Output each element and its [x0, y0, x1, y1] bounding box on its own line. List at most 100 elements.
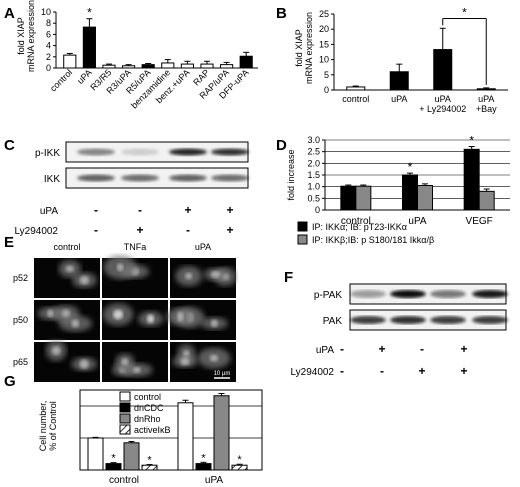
e-nucleus — [47, 309, 54, 318]
c-band — [77, 174, 115, 182]
e-scalebar-label: 10 μm — [214, 371, 231, 377]
c-sign: - — [138, 203, 142, 217]
f-band — [350, 316, 386, 324]
f-sign: + — [418, 364, 425, 378]
f-band — [390, 290, 426, 298]
f-sign: + — [378, 342, 385, 356]
a-ytick-label: 10 — [41, 7, 51, 17]
a-ytick-label: 8 — [46, 18, 51, 28]
e-nucleus — [209, 354, 219, 362]
panel-letter-d: D — [276, 137, 287, 154]
b-ytick-label: 0 — [324, 85, 329, 95]
a-ytick-label: 2 — [46, 52, 51, 62]
d-ytick-label: 2.0 — [307, 158, 320, 168]
c-sign: - — [94, 223, 98, 237]
c-sign: + — [226, 203, 233, 217]
e-column-label: control — [53, 242, 80, 252]
e-nucleus — [65, 265, 74, 272]
d-legend-swatch — [297, 221, 308, 232]
d-legend-label: IP: IKKα; IB: pT23-IKKα — [312, 222, 407, 232]
g-significance-star: * — [237, 454, 242, 466]
e-column-label: TNFa — [124, 242, 147, 252]
d-xtick-label: VEGF — [466, 216, 493, 227]
d-ytick-label: 1.0 — [307, 182, 320, 192]
f-treatment-label: uPA — [316, 345, 334, 356]
g-legend-swatch — [119, 391, 131, 402]
f-sign: - — [380, 364, 384, 378]
b-ytick-label: 20 — [319, 24, 329, 34]
g-legend-swatch — [119, 402, 131, 413]
c-sign: - — [186, 223, 190, 237]
d-legend-label: IP: IKKβ;IB: p S180/181 Ikkα/β — [312, 235, 434, 245]
b-ylabel: fold XIAPmRNA expression — [294, 12, 314, 84]
d-bar-1-0 — [402, 174, 418, 211]
e-nucleus — [116, 263, 124, 272]
g-significance-star: * — [111, 453, 116, 465]
b-bar-2 — [433, 49, 453, 91]
e-nucleus — [185, 272, 193, 280]
panel-g-chart: Cell number,% of Control * * control * * uPA co… — [38, 389, 263, 486]
d-bar-1-1 — [417, 185, 433, 211]
c-sign: - — [94, 203, 98, 217]
a-bar-0 — [63, 54, 77, 69]
a-ylabel: fold XIAPmRNA expression — [16, 0, 36, 72]
a-bar-1 — [82, 26, 96, 69]
c-sign: + — [226, 223, 233, 237]
a-ytick-label: 6 — [46, 29, 51, 39]
d-ytick-label: 1.5 — [307, 170, 320, 180]
b-xtick-label: uPA + Ly294002 — [419, 94, 466, 114]
b-significance-star: * — [462, 6, 467, 20]
b-bar-3 — [476, 88, 496, 91]
d-significance-star: * — [408, 160, 413, 174]
g-legend-label: dnCDC — [134, 403, 164, 413]
c-treatment-label: Ly294002 — [14, 226, 58, 237]
panel-b-chart: 0 5 10 15 20 25 fold XIAPmRNA expression contro… — [294, 6, 508, 114]
e-row-label: p65 — [13, 357, 28, 367]
c-sign: + — [184, 203, 191, 217]
panel-c-blot: p-IKK IKK uPA - - + + Ly294002 - + - + — [14, 141, 249, 237]
d-ytick-label: 0.5 — [307, 193, 320, 203]
e-row-label: p52 — [13, 273, 28, 283]
f-band — [472, 316, 508, 324]
panel-letter-g: G — [4, 373, 16, 390]
b-xtick-label: uPA +Bay — [476, 94, 497, 114]
b-xtick-label: uPA — [391, 94, 407, 104]
f-band — [350, 290, 386, 298]
a-ytick-label: 4 — [46, 41, 51, 51]
a-bar-6 — [180, 63, 194, 69]
a-xtick-label: control — [48, 67, 74, 93]
panel-letter-f: F — [284, 269, 293, 286]
g-legend-label: dnRho — [134, 414, 161, 424]
e-nucleus — [79, 359, 89, 369]
c-row-label: IKK — [44, 174, 60, 185]
f-band — [390, 316, 426, 324]
e-nucleus — [61, 309, 71, 318]
e-nucleus — [121, 358, 129, 366]
d-ylabel: fold increase — [286, 149, 296, 200]
c-band — [77, 148, 115, 156]
a-bar-7 — [200, 63, 214, 69]
c-band — [121, 148, 159, 156]
e-nucleus — [177, 311, 184, 322]
f-sign: - — [340, 364, 344, 378]
g-significance-star: * — [147, 455, 152, 467]
c-sign: + — [136, 223, 143, 237]
c-band — [169, 148, 207, 156]
panel-e-micrographs: control TNFa uPA p52 p50 p65 10 μm — [13, 242, 237, 382]
e-nucleus — [71, 319, 80, 328]
c-row-label: p-IKK — [35, 148, 60, 159]
e-row-label: p50 — [13, 315, 28, 325]
e-nucleus — [79, 275, 89, 285]
g-bar-0-2 — [123, 442, 140, 471]
f-treatment-label: Ly294002 — [290, 367, 334, 378]
f-row-label: p-PAK — [314, 290, 342, 301]
b-ytick-label: 25 — [319, 9, 329, 19]
g-bar-1-1 — [195, 463, 212, 471]
a-bar-8 — [220, 64, 234, 69]
f-sign: - — [420, 342, 424, 356]
a-ytick-label: 0 — [46, 63, 51, 73]
g-legend-label: control — [134, 392, 161, 402]
g-legend-swatch — [119, 413, 131, 424]
